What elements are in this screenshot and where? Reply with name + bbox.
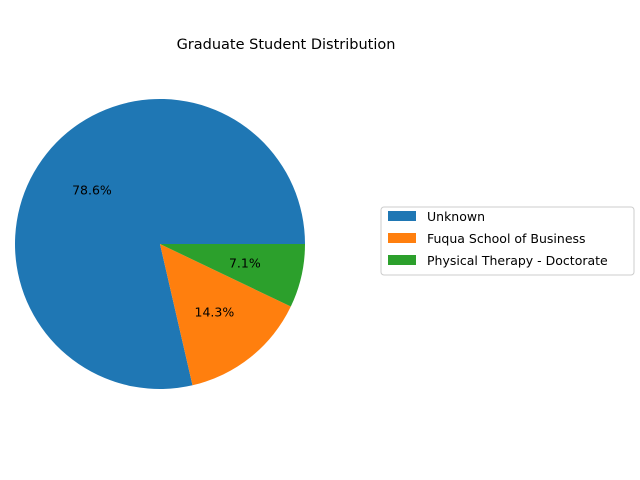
pie-slice-unknown [14, 99, 305, 389]
pie-slice-fuqua-school-of-business [160, 244, 291, 386]
pie-label-physical-therapy-doctorate: 7.1% [229, 256, 261, 271]
pie-label-unknown: 78.6% [72, 182, 112, 197]
legend-label-unknown: Unknown [427, 209, 485, 224]
chart-title: Graduate Student Distribution [177, 37, 396, 53]
pie-label-fuqua-school-of-business: 14.3% [195, 304, 235, 319]
legend-label-physical-therapy-doctorate: Physical Therapy - Doctorate [427, 253, 608, 268]
legend-swatch-unknown [388, 211, 416, 221]
pie-percentage-labels: 78.6% 14.3% 7.1% [72, 182, 261, 319]
legend-frame [380, 206, 635, 276]
pie-slice-physical-therapy-doctorate [160, 244, 305, 307]
legend-swatch-fuqua-school-of-business [388, 233, 416, 243]
legend-swatch-physical-therapy-doctorate [388, 255, 416, 265]
pie-slices [14, 99, 305, 389]
legend: Unknown Fuqua School of Business Physical … [380, 206, 635, 276]
legend-label-fuqua-school-of-business: Fuqua School of Business [427, 231, 586, 246]
